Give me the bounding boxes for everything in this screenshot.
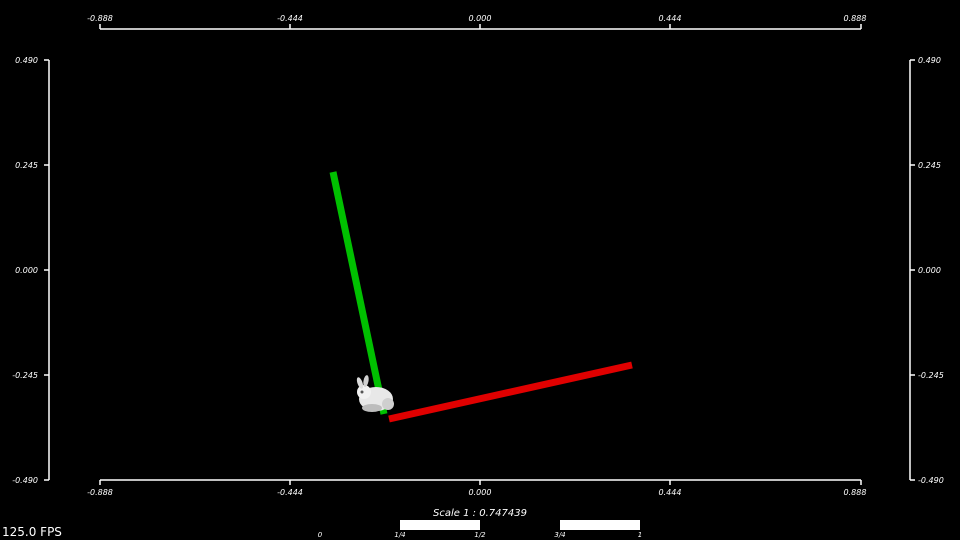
left-tick-label: -0.245 xyxy=(12,371,38,380)
scale-bar-label: 0 xyxy=(318,531,323,539)
left-tick-label: 0.245 xyxy=(15,161,38,170)
right-tick-label: -0.490 xyxy=(918,476,944,485)
y-axis-line xyxy=(329,171,388,415)
left-tick-label: 0.490 xyxy=(15,56,38,65)
top-tick-label: 0.888 xyxy=(844,14,867,23)
scale-bar-label: 1/2 xyxy=(474,531,486,539)
bottom-tick-label: 0.000 xyxy=(469,488,492,497)
top-tick-label: -0.444 xyxy=(277,14,303,23)
x-axis-line xyxy=(388,361,633,423)
scale-bar xyxy=(400,520,640,530)
scale-bar-label: 1/4 xyxy=(394,531,405,539)
right-tick-label: 0.000 xyxy=(918,266,941,275)
right-tick-label: 0.490 xyxy=(918,56,941,65)
top-tick-label: -0.888 xyxy=(87,14,113,23)
top-tick-label: 0.000 xyxy=(469,14,492,23)
right-tick-label: 0.245 xyxy=(918,161,941,170)
left-tick-label: -0.490 xyxy=(12,476,38,485)
bunny-model-icon[interactable] xyxy=(356,375,394,412)
bottom-tick-label: 0.444 xyxy=(659,488,682,497)
right-ruler xyxy=(909,59,915,481)
bottom-tick-label: 0.888 xyxy=(844,488,867,497)
scale-bar-label: 1 xyxy=(638,531,642,539)
left-tick-label: 0.000 xyxy=(15,266,38,275)
scale-bar-segment xyxy=(400,520,480,530)
bottom-tick-label: -0.888 xyxy=(87,488,113,497)
fps-counter: 125.0 FPS xyxy=(2,525,62,539)
bottom-tick-label: -0.444 xyxy=(277,488,303,497)
scale-label: Scale 1 : 0.747439 xyxy=(433,508,527,519)
scale-bar-segment xyxy=(560,520,640,530)
top-tick-label: 0.444 xyxy=(659,14,682,23)
scale-bar-label: 3/4 xyxy=(554,531,565,539)
top-ruler xyxy=(99,24,862,30)
left-ruler xyxy=(44,59,50,481)
right-tick-label: -0.245 xyxy=(918,371,944,380)
bottom-ruler xyxy=(99,479,862,485)
